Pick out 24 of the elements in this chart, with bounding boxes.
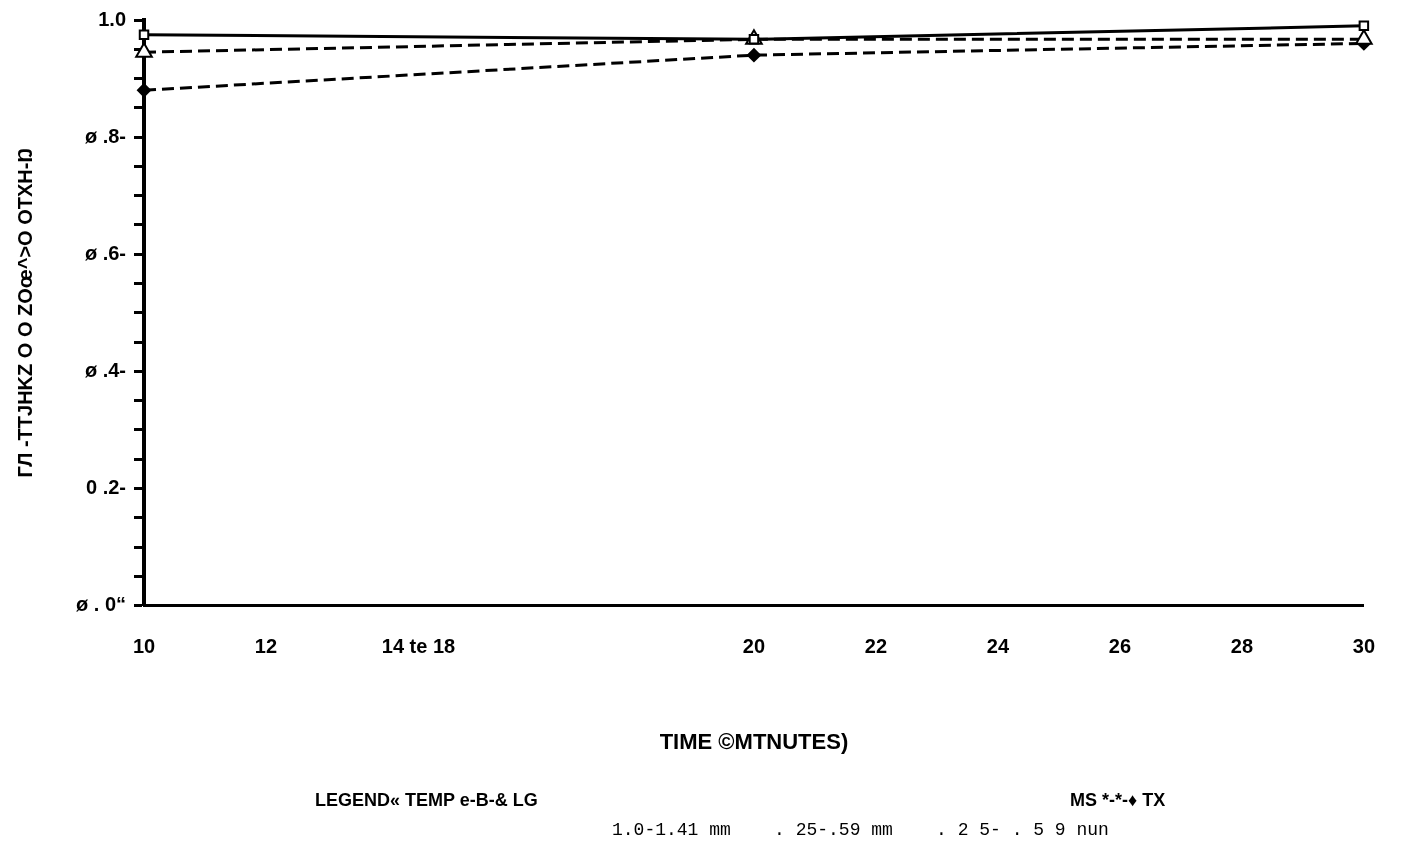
point xyxy=(137,83,152,98)
x-tick-label: 22 xyxy=(864,635,888,658)
x-axis-title: TIME ©MTNUTES) xyxy=(659,728,849,754)
point xyxy=(1358,20,1370,32)
x-tick-label: 12 xyxy=(254,635,278,658)
text: LEGEND« TEMP e-B-& LG xyxy=(315,790,538,811)
x-tick-label: 24 xyxy=(986,635,1010,658)
point xyxy=(746,48,761,63)
x-tick-label: 30 xyxy=(1352,635,1375,658)
x-tick-label: 14 te 18 xyxy=(381,635,456,658)
point xyxy=(138,29,150,40)
x-tick-label: 10 xyxy=(132,635,156,658)
y-tick-label: 0 .2- xyxy=(85,476,127,498)
x-tick-label: 26 xyxy=(1108,635,1132,658)
x-tick-label: 28 xyxy=(1230,635,1254,658)
y-tick-label: ø .6- xyxy=(84,241,127,264)
y-tick-label: ø . 0“ xyxy=(75,593,127,616)
y-axis-title: ГЛ -TTJHKZ O O ZOœ^>O OTXH-Ŋ xyxy=(13,148,36,478)
y-tick-label: ø .8- xyxy=(84,124,127,147)
y-tick-label: ø .4- xyxy=(84,358,127,381)
x-tick-label: 20 xyxy=(742,635,766,658)
text: 1.0-1.41 mm . 25-.59 mm . 2 5- . 5 9 nun xyxy=(612,820,1109,840)
y-tick-label: 1.0 xyxy=(98,7,127,30)
text: MS *-*-♦ TX xyxy=(1070,790,1166,811)
